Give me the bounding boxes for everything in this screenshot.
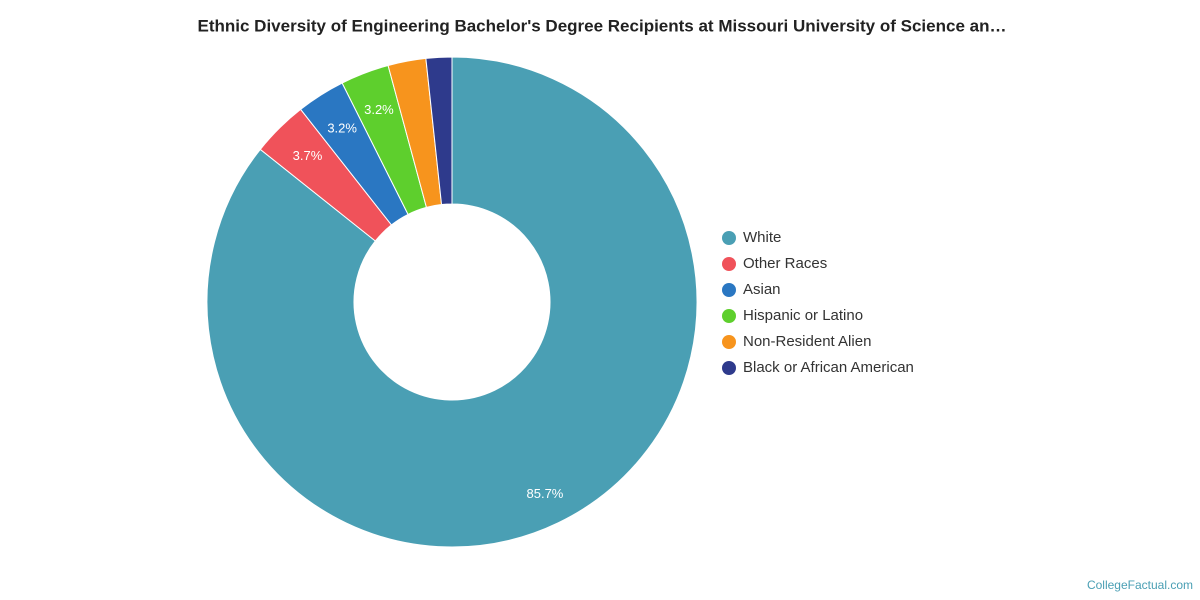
legend-swatch (722, 335, 736, 349)
value-label: 3.2% (327, 120, 357, 135)
slice (425, 56, 453, 206)
legend-label: White (743, 229, 781, 246)
slice (206, 56, 698, 548)
chart-title: Ethnic Diversity of Engineering Bachelor… (198, 16, 1007, 35)
legend-swatch (722, 257, 736, 271)
source: CollegeFactual.com (1087, 578, 1193, 592)
value-label: 85.7% (527, 486, 564, 501)
legend-swatch (722, 361, 736, 375)
legend-label: Other Races (743, 255, 827, 272)
legend-label: Non-Resident Alien (743, 333, 871, 350)
legend-swatch (722, 309, 736, 323)
legend-label: Black or African American (743, 359, 914, 376)
value-label: 3.2% (364, 102, 394, 117)
legend-swatch (722, 231, 736, 245)
value-label: 3.7% (293, 148, 323, 163)
legend-label: Asian (743, 281, 781, 298)
legend-swatch (722, 283, 736, 297)
legend-label: Hispanic or Latino (743, 307, 863, 324)
